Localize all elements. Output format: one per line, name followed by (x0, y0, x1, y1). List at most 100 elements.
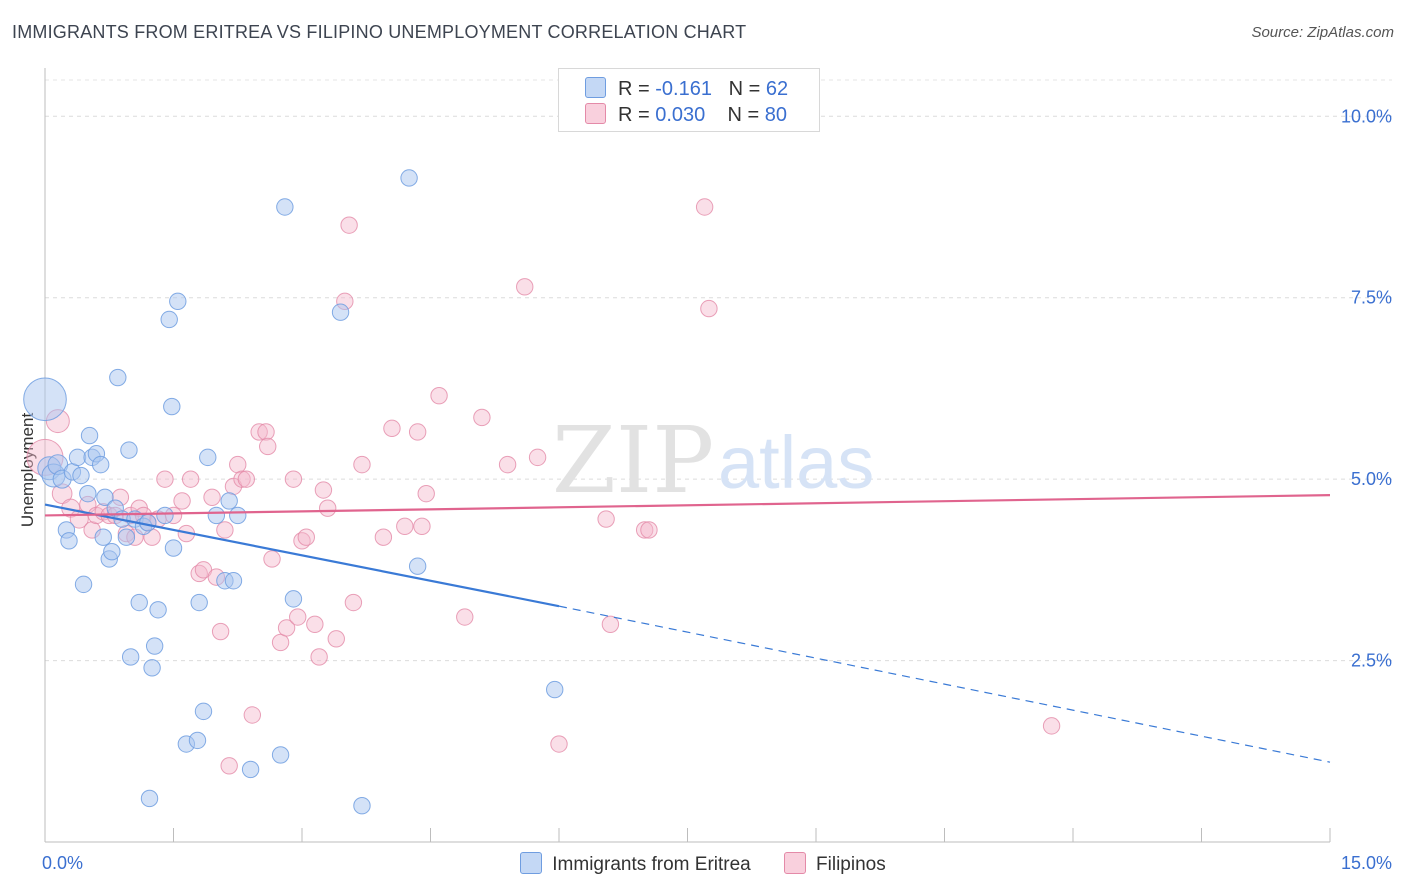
data-point-eritrea (224, 572, 243, 590)
trend-line-eritrea-extension (558, 605, 1331, 763)
tick-labels: 2.5% 5.0% 7.5% 10.0% 0.0% 15.0% (42, 106, 1392, 873)
chart-title: IMMIGRANTS FROM ERITREA VS FILIPINO UNEM… (12, 22, 747, 42)
data-point-eritrea (91, 455, 110, 474)
watermark: ZIP atlas (552, 407, 874, 514)
x-tick-label: 0.0% (42, 853, 83, 873)
data-point-eritrea (353, 797, 371, 815)
data-point-eritrea (400, 169, 418, 187)
data-point-filipinos (277, 619, 296, 637)
data-point-filipinos (597, 510, 615, 528)
data-point-filipinos (408, 423, 427, 441)
data-point-filipinos (319, 499, 337, 517)
data-point-eritrea (23, 377, 67, 422)
data-point-eritrea (188, 731, 207, 750)
data-point-filipinos (327, 630, 345, 648)
data-point-filipinos (306, 615, 324, 633)
legend-n-label: N = (727, 104, 765, 126)
legend-r-label: R = (618, 104, 656, 126)
data-point-eritrea (194, 702, 213, 721)
data-point-eritrea (331, 303, 350, 321)
legend-item-eritrea[interactable]: Immigrants from Eritrea (520, 852, 751, 876)
legend-swatch-filipinos (585, 103, 606, 124)
data-point-filipinos (640, 521, 658, 539)
data-point-filipinos (156, 470, 174, 488)
data-point-eritrea (164, 539, 183, 557)
data-point-filipinos (216, 521, 234, 539)
series-eritrea-points (23, 169, 564, 815)
data-point-filipinos (430, 386, 448, 405)
data-point-eritrea (96, 488, 114, 506)
data-point-filipinos (314, 481, 333, 499)
data-point-eritrea (74, 575, 93, 594)
data-point-eritrea (546, 680, 564, 699)
data-point-eritrea (156, 506, 174, 525)
data-point-eritrea (94, 528, 112, 546)
legend-label-eritrea: Immigrants from Eritrea (552, 854, 751, 875)
data-point-eritrea (72, 466, 90, 485)
data-point-eritrea (241, 760, 260, 779)
data-point-filipinos (473, 408, 491, 427)
data-point-filipinos (396, 517, 414, 536)
data-point-filipinos (344, 593, 363, 612)
legend-swatch-filipinos (784, 852, 807, 874)
data-point-filipinos (181, 470, 200, 488)
y-tick-label: 10.0% (1341, 106, 1392, 126)
data-point-eritrea (130, 593, 148, 612)
data-point-eritrea (120, 441, 138, 459)
data-point-filipinos (297, 528, 315, 546)
data-point-filipinos (374, 528, 393, 546)
data-point-eritrea (79, 484, 97, 503)
trend-line-filipinos (44, 494, 1331, 517)
data-point-eritrea (190, 593, 208, 612)
legend-r-label: R = (618, 78, 656, 100)
data-point-eritrea (169, 292, 187, 311)
data-point-filipinos (700, 299, 718, 318)
data-point-filipinos (456, 608, 474, 626)
data-point-filipinos (233, 470, 251, 488)
data-point-filipinos (243, 706, 262, 724)
data-point-filipinos (417, 484, 435, 503)
series-filipinos-points (26, 198, 1061, 775)
data-point-eritrea (229, 506, 247, 525)
data-point-eritrea (220, 492, 238, 510)
data-point-eritrea (207, 506, 226, 525)
series-legend: Immigrants from Eritrea Filipinos (0, 852, 1406, 876)
data-point-filipinos (516, 278, 534, 296)
data-point-eritrea (109, 368, 127, 387)
data-point-filipinos (601, 615, 620, 633)
data-point-eritrea (276, 198, 294, 216)
axes (44, 68, 1331, 843)
data-point-filipinos (340, 216, 358, 234)
watermark-zip: ZIP (552, 407, 714, 514)
data-point-eritrea (160, 310, 178, 329)
data-point-filipinos (257, 423, 275, 441)
data-point-filipinos (211, 622, 230, 641)
trend-lines (44, 494, 1331, 763)
data-point-filipinos (498, 455, 517, 474)
data-point-eritrea (145, 637, 164, 655)
data-point-eritrea (68, 448, 87, 467)
data-point-filipinos (237, 470, 256, 488)
data-point-filipinos (263, 550, 281, 568)
data-point-eritrea (121, 648, 140, 666)
y-tick-label: 5.0% (1351, 469, 1392, 489)
legend-label-filipinos: Filipinos (816, 854, 886, 875)
legend-n-value: 80 (764, 104, 788, 126)
data-point-eritrea (140, 789, 159, 808)
data-point-filipinos (528, 448, 547, 467)
legend-swatch-eritrea (585, 77, 606, 98)
data-point-eritrea (271, 746, 290, 764)
data-point-filipinos (220, 757, 238, 775)
legend-swatch-eritrea (520, 852, 543, 874)
data-point-eritrea (199, 448, 217, 467)
legend-r-value: -0.161 (655, 78, 712, 100)
grid-lines (45, 79, 1392, 662)
chart-source: Source: ZipAtlas.com (1251, 24, 1394, 41)
data-point-filipinos (173, 492, 191, 510)
x-tick-label: 15.0% (1341, 853, 1392, 873)
data-point-filipinos (383, 419, 401, 438)
legend-item-filipinos[interactable]: Filipinos (784, 852, 886, 876)
legend-r-value: 0.030 (655, 104, 706, 126)
legend-row-eritrea: R = -0.161 N = 62 (585, 77, 788, 101)
